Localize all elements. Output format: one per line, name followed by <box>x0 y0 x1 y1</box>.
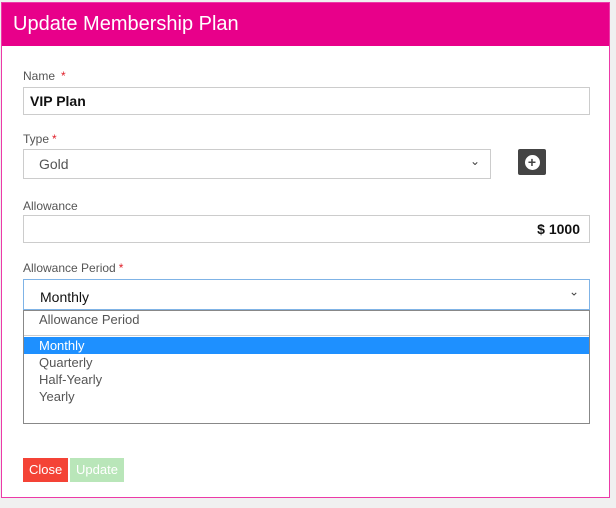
option-monthly[interactable]: Monthly <box>24 337 589 354</box>
allowance-input[interactable]: $ 1000 <box>23 215 590 243</box>
type-select[interactable]: Gold ⌄ <box>23 149 491 179</box>
name-label: Name * <box>23 69 66 83</box>
add-type-button[interactable]: + <box>518 149 546 175</box>
name-input[interactable]: VIP Plan <box>23 87 590 115</box>
plus-circle-icon: + <box>524 154 540 170</box>
option-yearly[interactable]: Yearly <box>39 389 75 404</box>
option-half-yearly[interactable]: Half-Yearly <box>39 372 103 387</box>
option-placeholder[interactable]: Allowance Period <box>24 311 589 336</box>
allowance-period-dropdown: Allowance Period Monthly Quarterly Half-… <box>23 310 590 424</box>
allowance-label: Allowance <box>23 199 78 213</box>
update-plan-dialog: Update Membership Plan Name * VIP Plan Ty… <box>1 2 610 498</box>
allowance-period-label: Allowance Period * <box>23 261 124 275</box>
type-label: Type * <box>23 132 57 146</box>
chevron-down-icon: ⌄ <box>469 154 480 169</box>
option-quarterly[interactable]: Quarterly <box>39 355 93 370</box>
dialog-title: Update Membership Plan <box>2 3 609 46</box>
chevron-down-icon: ⌄ <box>568 284 579 299</box>
allowance-period-select[interactable]: Monthly ⌄ <box>23 279 590 310</box>
update-button[interactable]: Update <box>70 458 124 482</box>
close-button[interactable]: Close <box>23 458 69 482</box>
